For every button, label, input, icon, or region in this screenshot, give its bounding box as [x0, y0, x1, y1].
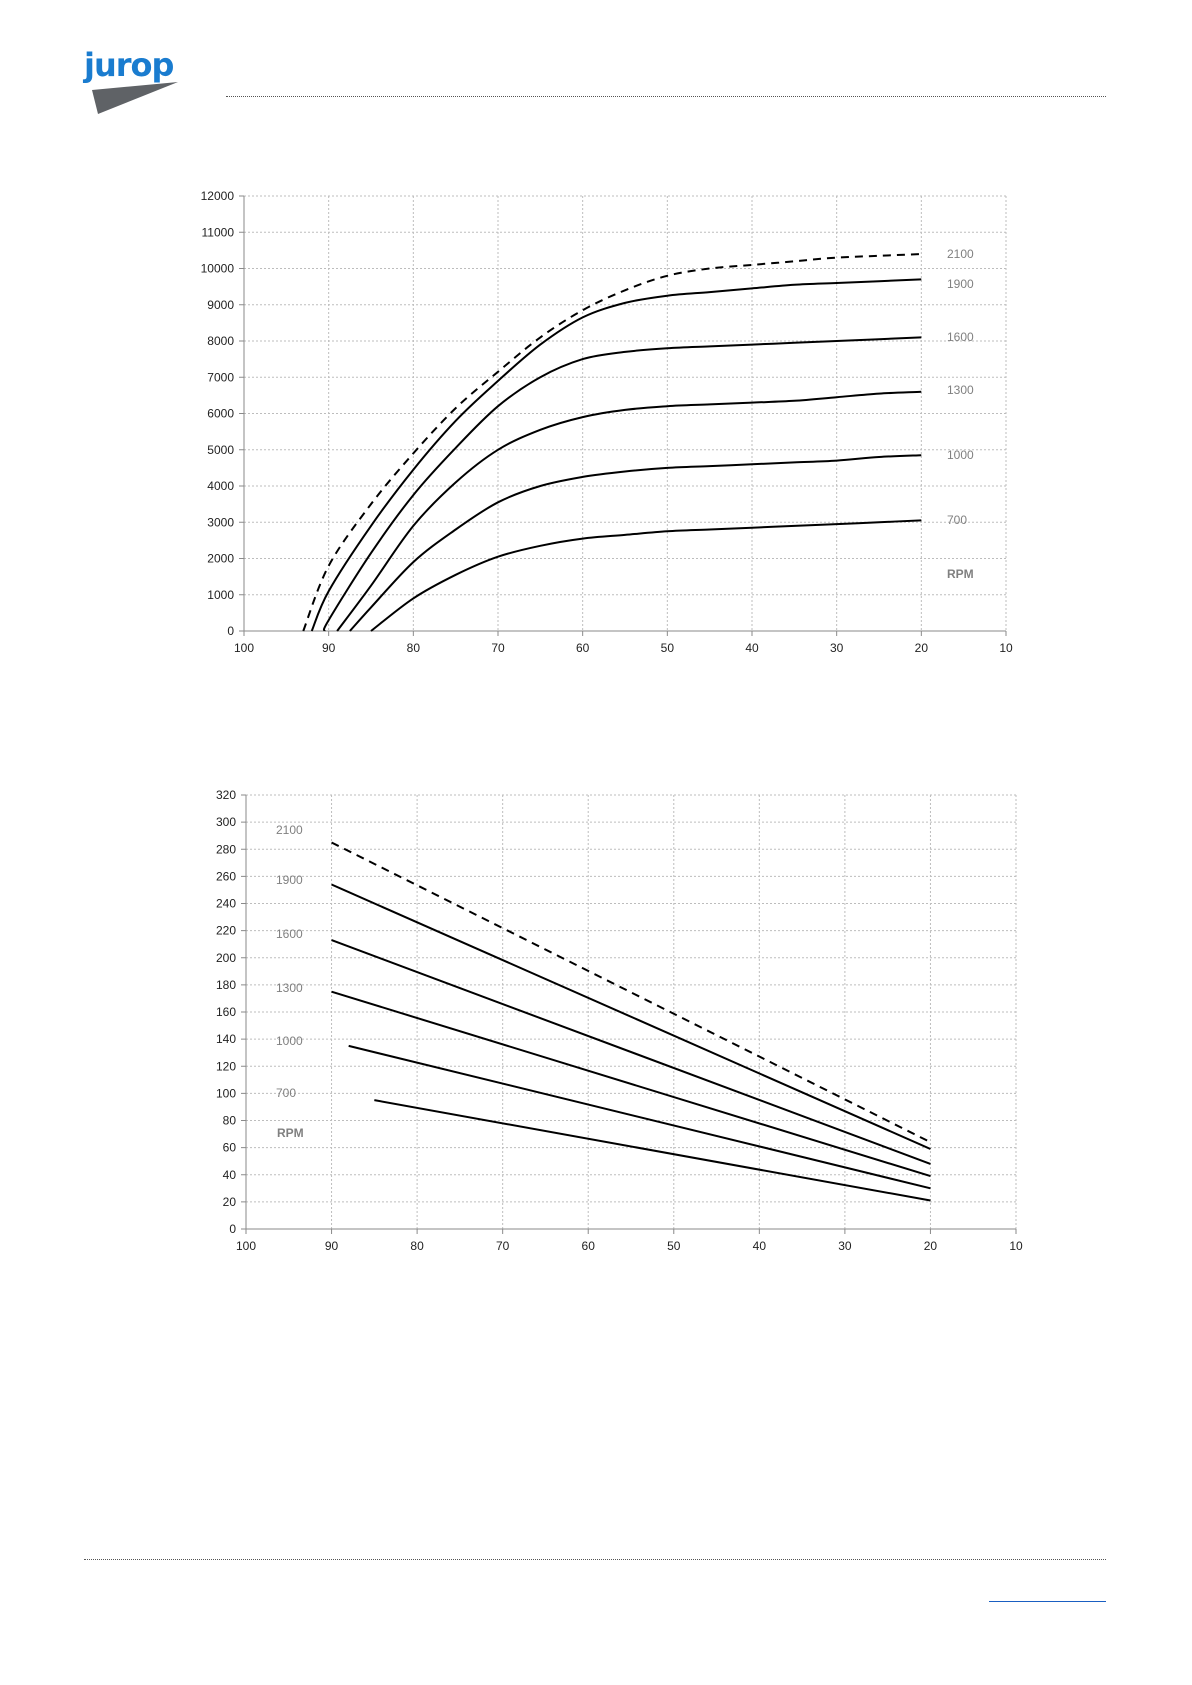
y-tick-label: 7000: [207, 370, 234, 384]
series-label-1000: 1000: [276, 1034, 303, 1048]
series-line-700: [370, 519, 922, 632]
x-tick-label: 80: [410, 1239, 424, 1253]
x-tick-label: 10: [1009, 1239, 1023, 1253]
logo-text: jurop: [84, 46, 174, 84]
series-label-1300: 1300: [276, 981, 303, 995]
x-tick-label: 70: [496, 1239, 510, 1253]
y-tick-label: 260: [216, 869, 236, 883]
x-tick-label: 80: [407, 641, 421, 655]
y-tick-label: 280: [216, 842, 236, 856]
series-line-1000: [348, 1044, 931, 1190]
x-tick-label: 30: [830, 641, 844, 655]
x-tick-label: 50: [661, 641, 675, 655]
series-label-1300: 1300: [947, 383, 974, 397]
y-tick-label: 3000: [207, 515, 234, 529]
series-label-2100: 2100: [947, 247, 974, 261]
chart-bottom: 100 90 80 70 60 50 40 30 20 100204060801001201401…: [216, 788, 1023, 1253]
y-tick-label: 1000: [207, 588, 234, 602]
y-tick-label: 60: [223, 1141, 237, 1155]
y-tick-label: 8000: [207, 334, 234, 348]
y-tick-label: 0: [229, 1222, 236, 1236]
y-tick-label: 10000: [201, 262, 235, 276]
y-tick-label: 240: [216, 897, 236, 911]
series-label-1900: 1900: [947, 277, 974, 291]
x-tick-label: 10: [999, 641, 1013, 655]
chart-top: 100 90 80 70 60 50 40 30 20 100100020003000400050…: [201, 189, 1013, 655]
series-line-700: [374, 1099, 931, 1202]
y-tick-label: 20: [223, 1195, 237, 1209]
y-tick-label: 100: [216, 1086, 236, 1100]
y-tick-label: 11000: [202, 225, 235, 239]
logo-wedge-icon: [92, 82, 178, 114]
series-label-1000: 1000: [947, 448, 974, 462]
x-tick-label: 30: [838, 1239, 852, 1253]
y-tick-label: 5000: [207, 443, 234, 457]
series-line-1900: [331, 883, 931, 1150]
series-line-1000: [349, 454, 922, 632]
y-tick-label: 220: [216, 924, 236, 938]
series-label-700: 700: [276, 1086, 296, 1100]
y-tick-label: 80: [223, 1114, 237, 1128]
y-tick-label: 200: [216, 951, 236, 965]
footer-divider: [84, 1559, 1106, 1560]
y-tick-label: 40: [223, 1168, 237, 1182]
series-line-1600: [331, 939, 931, 1165]
series-label-1900: 1900: [276, 873, 303, 887]
y-tick-label: 300: [216, 815, 236, 829]
y-tick-label: 4000: [207, 479, 234, 493]
y-tick-label: 320: [216, 788, 236, 802]
rpm-label: RPM: [277, 1126, 304, 1140]
series-line-2100: [302, 253, 922, 632]
x-tick-label: 20: [915, 641, 929, 655]
y-tick-label: 160: [216, 1005, 236, 1019]
y-tick-label: 120: [216, 1059, 236, 1073]
series-label-700: 700: [947, 513, 967, 527]
series-line-1600: [322, 336, 922, 632]
x-tick-label: 40: [753, 1239, 767, 1253]
x-tick-label: 60: [582, 1239, 596, 1253]
footer-link[interactable]: [989, 1601, 1106, 1602]
rpm-label: RPM: [947, 567, 974, 581]
series-line-1900: [310, 278, 922, 632]
x-tick-label: 40: [745, 641, 759, 655]
header-divider: [226, 96, 1106, 97]
series-line-1300: [336, 390, 922, 632]
series-label-1600: 1600: [276, 927, 303, 941]
series-line-1300: [331, 990, 931, 1178]
y-tick-label: 6000: [207, 407, 234, 421]
x-tick-label: 60: [576, 641, 590, 655]
jurop-logo: jurop: [84, 46, 200, 114]
y-tick-label: 12000: [201, 189, 235, 203]
y-tick-label: 180: [216, 978, 236, 992]
x-tick-label: 70: [491, 641, 505, 655]
x-tick-label: 90: [322, 641, 336, 655]
x-tick-label: 100: [236, 1239, 256, 1253]
x-tick-label: 100: [234, 641, 254, 655]
series-label-1600: 1600: [947, 330, 974, 344]
x-tick-label: 50: [667, 1239, 681, 1253]
x-tick-label: 20: [924, 1239, 938, 1253]
series-label-2100: 2100: [276, 823, 303, 837]
y-tick-label: 0: [227, 624, 234, 638]
y-tick-label: 2000: [207, 552, 234, 566]
y-tick-label: 140: [216, 1032, 236, 1046]
series-line-2100: [331, 841, 931, 1144]
y-tick-label: 9000: [207, 298, 234, 312]
x-tick-label: 90: [325, 1239, 339, 1253]
